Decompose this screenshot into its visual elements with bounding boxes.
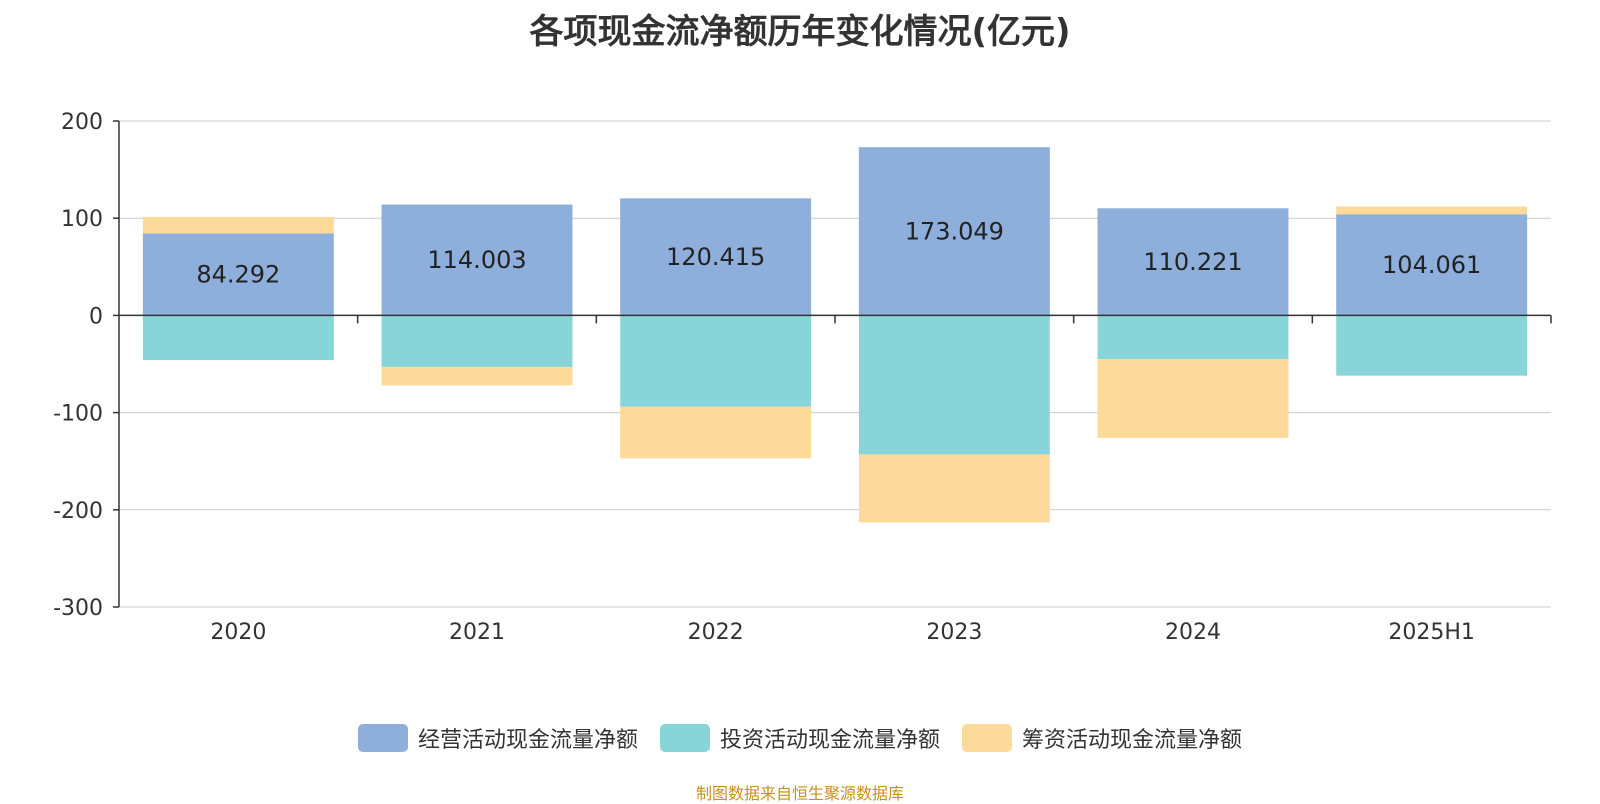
bar-investing-2020 [142,315,334,361]
bar-operating-2021 [381,204,573,316]
data-label: 84.292 [196,260,280,288]
legend-label-financing: 筹资活动现金流量净额 [1022,728,1243,753]
data-label: 173.049 [905,217,1004,245]
x-tick-label: 2021 [449,620,505,645]
y-tick-label: 200 [61,110,103,135]
legend-label-investing: 投资活动现金流量净额 [719,728,940,753]
bar-financing-2022 [620,406,812,459]
y-tick-label: -200 [53,499,103,524]
bar-operating-2023 [858,147,1050,316]
bar-operating-2025H1 [1336,214,1528,316]
legend-swatch-investing [659,724,710,752]
bar-operating-2022 [620,198,812,316]
bar-financing-2021 [381,366,573,386]
y-tick-label: -100 [53,402,103,427]
legend-item-investing[interactable]: 投资活动现金流量净额 [659,722,940,754]
data-label: 120.415 [666,243,765,271]
x-tick-label: 2024 [1165,620,1221,645]
x-tick-label: 2022 [688,620,744,645]
x-tick-label: 2023 [926,620,982,645]
y-tick-label: -300 [53,596,103,621]
bar-investing-2024 [1097,315,1289,360]
stacked-bar-chart: 200 100 0 -100 -200 -300 84.292 2020 114.003 2021… [53,110,1552,645]
legend-swatch-financing [962,724,1012,752]
bar-financing-2024 [1097,359,1289,438]
bar-investing-2025H1 [1336,315,1528,376]
data-label: 114.003 [427,246,526,274]
legend-item-operating[interactable]: 经营活动现金流量净额 [357,722,638,754]
x-tick-label: 2020 [210,620,266,645]
y-tick-label: 0 [89,304,103,329]
bar-financing-2020 [142,216,334,234]
bar-financing-2025H1 [1336,206,1528,215]
x-tick-label: 2025H1 [1388,620,1475,645]
bar-investing-2022 [620,315,812,407]
legend-label-operating: 经营活动现金流量净额 [417,728,638,753]
data-label: 110.221 [1143,248,1242,276]
legend: 经营活动现金流量净额 投资活动现金流量净额 筹资活动现金流量净额 [0,722,1600,754]
legend-swatch-operating [357,724,408,752]
bar-investing-2023 [858,315,1050,455]
legend-item-financing[interactable]: 筹资活动现金流量净额 [962,722,1242,754]
bar-operating-2020 [142,233,334,316]
data-source-note: 制图数据来自恒生聚源数据库 [695,784,904,803]
chart-title: 各项现金流净额历年变化情况(亿元) [529,12,1071,52]
bar-financing-2023 [858,454,1050,523]
y-tick-label: 100 [61,207,103,232]
bar-operating-2024 [1097,208,1289,316]
bar-investing-2021 [381,315,573,367]
data-label: 104.061 [1382,251,1481,279]
